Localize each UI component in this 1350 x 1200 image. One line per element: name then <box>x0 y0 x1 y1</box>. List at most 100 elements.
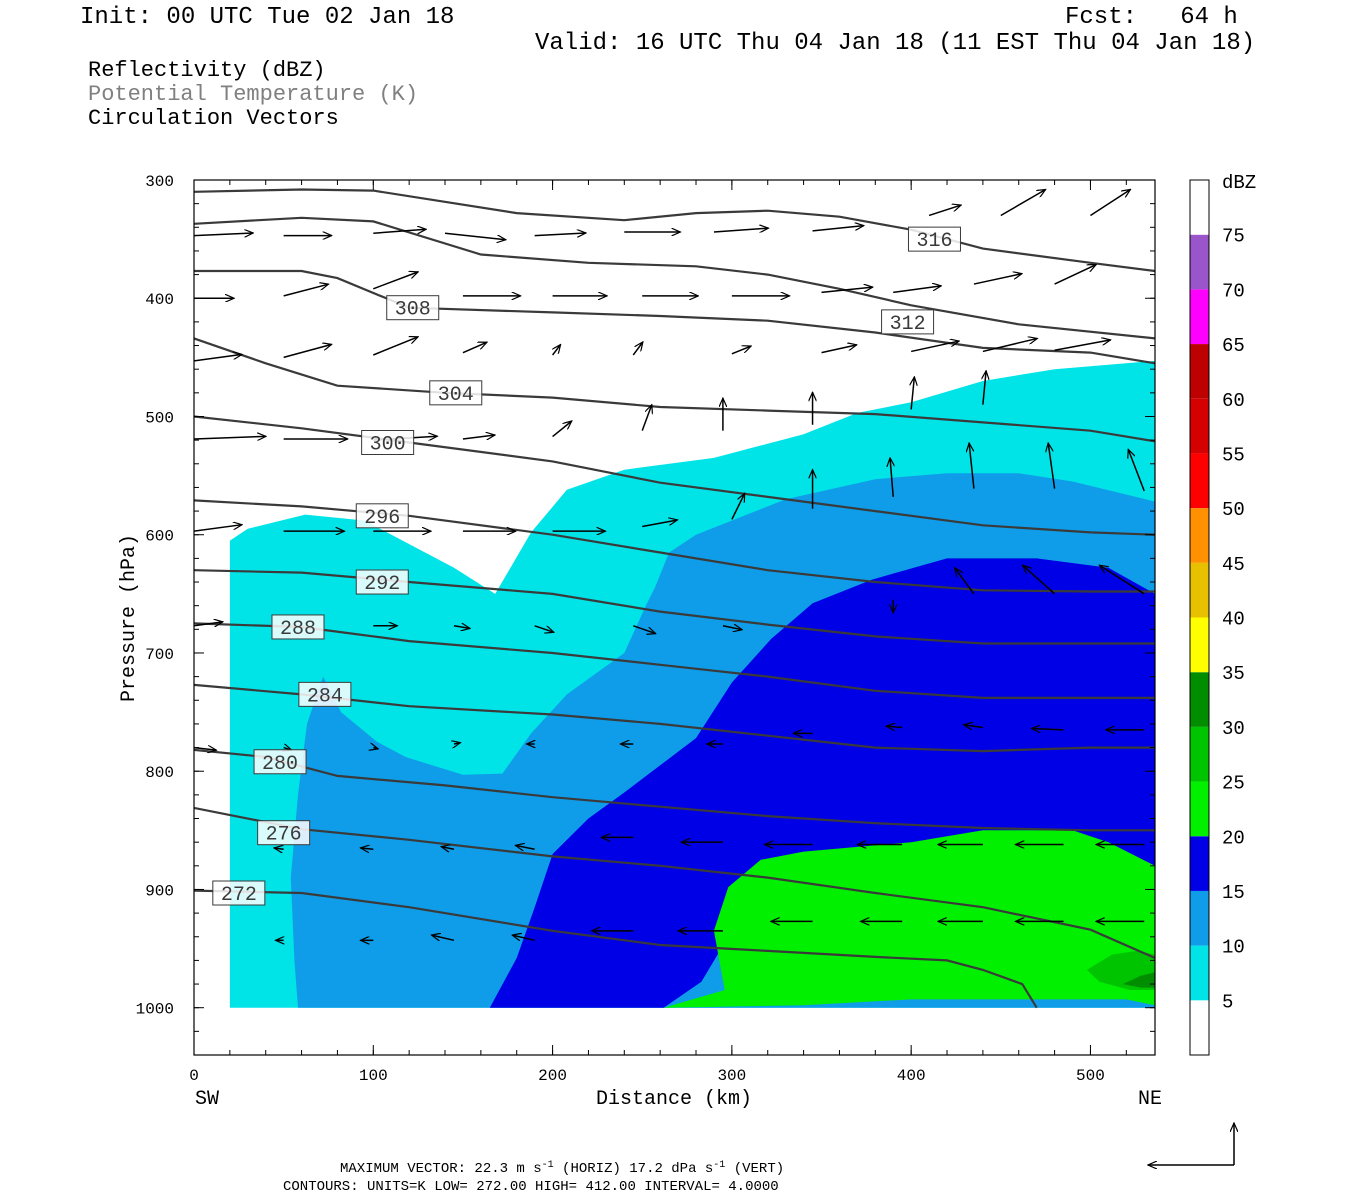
x-tick-label: 200 <box>538 1067 567 1085</box>
colorbar-segment <box>1190 344 1209 399</box>
valid-time-label: Valid: 16 UTC Thu 04 Jan 18 (11 EST Thu … <box>535 30 1256 57</box>
circulation-vector <box>633 625 655 634</box>
y-axis-label: Pressure (hPa) <box>118 534 141 702</box>
circulation-vector <box>1032 729 1064 730</box>
colorbar-segment <box>1190 1000 1209 1055</box>
circulation-vector <box>641 405 652 431</box>
y-tick-label: 900 <box>145 882 174 900</box>
init-label: Init: 00 UTC Tue 02 Jan 18 <box>80 4 455 31</box>
x-tick-label: 500 <box>1076 1067 1105 1085</box>
circulation-vector <box>821 345 857 354</box>
theta-contour-288 <box>194 622 1155 699</box>
theta-label-284: 284 <box>307 685 343 708</box>
circulation-vector <box>552 421 572 438</box>
plot-frame <box>193 179 1156 1056</box>
circulation-vector <box>534 233 586 236</box>
theta-label-292: 292 <box>364 573 400 596</box>
theta-label-box-304 <box>429 380 483 406</box>
theta-label-280: 280 <box>262 753 298 776</box>
circulation-vector <box>453 626 470 629</box>
circulation-vector <box>360 848 374 849</box>
circulation-vector <box>553 345 561 356</box>
circulation-vector <box>283 344 332 359</box>
theta-label-box-296 <box>355 503 409 529</box>
circulation-vector <box>1048 443 1056 489</box>
y-tick-label: 700 <box>145 646 174 664</box>
theta-label-308: 308 <box>395 299 431 322</box>
colorbar-label: 5 <box>1222 991 1233 1013</box>
colorbar-title: dBZ <box>1222 172 1256 194</box>
theta-label-layer: 272 276 280 284 288 292 296 300 304 308 312 316 <box>212 226 961 907</box>
ne-end-label: NE <box>1138 1088 1162 1111</box>
circulation-vector <box>194 354 242 362</box>
reflectivity-region-15 <box>489 558 1155 1008</box>
circulation-vector <box>973 274 1022 285</box>
circulation-vector <box>731 346 751 355</box>
circulation-vector <box>1054 263 1097 285</box>
theta-contour-316 <box>194 188 1155 273</box>
x-tick-label: 100 <box>359 1067 388 1085</box>
colorbar-segment <box>1190 781 1209 837</box>
circulation-vector <box>373 229 426 233</box>
theta-contour-276 <box>194 806 1155 960</box>
circulation-vector <box>194 525 242 532</box>
legend-circulation-vectors: Circulation Vectors <box>88 106 339 131</box>
circulation-vector <box>1099 565 1145 595</box>
reflectivity-fill-layer <box>229 360 1155 1008</box>
legend-potential-temperature: Potential Temperature (K) <box>88 82 419 107</box>
circulation-vector <box>1054 340 1111 352</box>
circulation-vector <box>713 228 768 233</box>
circulation-vector <box>812 226 864 232</box>
theta-contour-292 <box>194 569 1155 645</box>
reflectivity-region-30 <box>1122 972 1155 988</box>
colorbar-label: 55 <box>1222 444 1245 466</box>
theta-contour-308 <box>194 269 1155 365</box>
circulation-vector <box>928 205 961 217</box>
theta-contour-296 <box>194 499 1155 593</box>
colorbar-segment <box>1190 945 1209 1001</box>
max-vector-note: MAXIMUM VECTOR: 22.3 m s-1 (HORIZ) 17.2 … <box>340 1160 784 1177</box>
y-tick-label: 300 <box>145 173 174 191</box>
sw-end-label: SW <box>195 1088 219 1111</box>
theta-label-272: 272 <box>221 884 257 907</box>
theta-contour-layer <box>194 188 1155 1009</box>
circulation-vector <box>441 847 455 850</box>
circulation-vector <box>1023 565 1056 595</box>
circulation-vector <box>911 341 959 353</box>
colorbar-segment <box>1190 672 1209 727</box>
colorbar-segment <box>1190 726 1209 782</box>
theta-contour-284 <box>194 683 1155 753</box>
theta-contour-272 <box>194 889 1038 1009</box>
circulation-vector <box>1000 189 1046 217</box>
circulation-vector <box>373 748 378 749</box>
theta-label-box-312 <box>881 309 935 335</box>
circulation-vector <box>982 338 1037 353</box>
circulation-vector <box>432 935 455 940</box>
circulation-vector <box>515 845 535 849</box>
circulation-vector <box>632 342 643 356</box>
theta-label-box-308 <box>386 295 440 321</box>
circulation-vector <box>373 337 418 356</box>
circulation-vector <box>444 232 506 240</box>
x-tick-label: 300 <box>717 1067 746 1085</box>
colorbar-segment <box>1190 617 1209 673</box>
x-axis-label: Distance (km) <box>596 1088 752 1111</box>
circulation-vector <box>722 626 742 630</box>
circulation-vector <box>194 233 253 236</box>
forecast-hour-label: Fcst: 64 h <box>1065 4 1238 31</box>
colorbar-segment <box>1190 398 1209 454</box>
circulation-vector <box>893 286 941 294</box>
circulation-vector <box>462 435 495 439</box>
circulation-vector <box>534 625 554 633</box>
colorbar-segment <box>1190 234 1209 290</box>
circulation-vector <box>731 493 746 520</box>
circulation-vector <box>821 287 873 294</box>
colorbar-frame <box>1189 179 1210 1056</box>
legend-reflectivity: Reflectivity (dBZ) <box>88 58 326 83</box>
theta-contour-280 <box>194 748 1155 832</box>
colorbar-segment <box>1190 453 1209 509</box>
colorbar-label: 10 <box>1222 937 1245 959</box>
colorbar-segment <box>1190 508 1209 563</box>
theta-label-288: 288 <box>280 618 316 641</box>
